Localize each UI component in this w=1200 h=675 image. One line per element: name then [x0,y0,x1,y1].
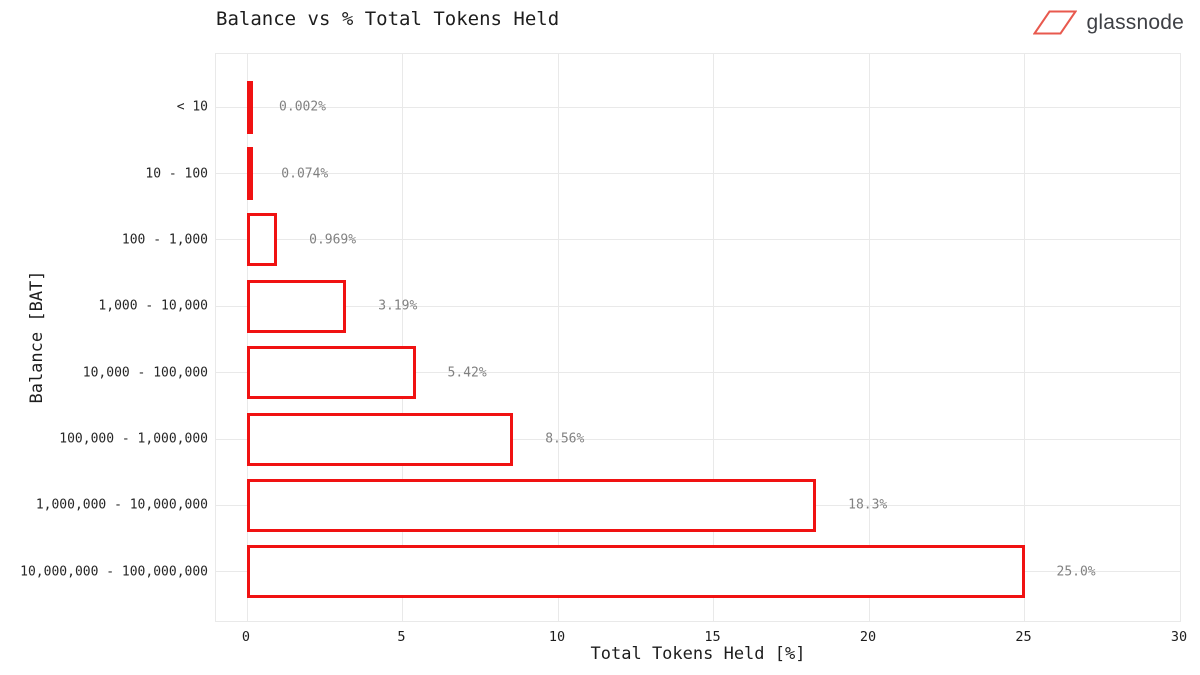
y-category-label: 10,000,000 - 100,000,000 [20,564,208,580]
x-tick-label: 30 [1170,629,1188,645]
h-gridline [216,106,1180,108]
v-gridline [713,54,714,621]
x-tick-label: 25 [1015,629,1032,645]
glassnode-parallelogram-icon [1033,10,1078,35]
y-category-label: 100,000 - 1,000,000 [59,431,208,447]
x-tick-label: 0 [241,629,251,645]
bar [247,147,253,201]
bar-value-label: 0.969% [309,232,357,248]
x-axis-tick-labels: 0 5 10 15 20 25 30 [215,622,1187,645]
bar [247,412,514,466]
glassnode-wordmark: glassnode [1086,10,1184,34]
v-gridline [1179,54,1181,621]
chart-title: Balance vs % Total Tokens Held [216,8,560,30]
bar-value-label: 8.56% [545,431,585,447]
y-category-label: 1,000,000 - 10,000,000 [35,497,208,513]
h-gridline [216,305,1180,307]
y-category-label: 1,000 - 10,000 [98,298,208,314]
h-gridline [216,438,1180,440]
x-axis-title: Total Tokens Held [%] [590,644,806,664]
bar [247,346,416,400]
plot-area: 0.002% 0.074% 0.969% 3.19% 5.42% 8.56% 18.3% 25… [215,53,1181,622]
bar-value-label: 25.0% [1056,564,1096,580]
y-axis-category-labels: < 10 10 - 100 100 - 1,000 1,000 - 10,000 10,… [0,53,215,622]
h-gridline [216,173,1180,175]
bar-value-label: 0.002% [279,99,327,115]
x-tick-label: 5 [397,629,406,645]
x-tick-label: 20 [859,629,877,645]
bar-value-label: 18.3% [848,497,888,513]
v-gridline [557,54,559,621]
glassnode-logo: glassnode [1033,9,1184,36]
v-gridline [402,54,403,621]
x-tick-label: 10 [548,629,566,645]
bar-value-label: 5.42% [447,365,487,381]
y-category-label: < 10 [176,99,208,115]
y-category-label: 10 - 100 [145,166,208,182]
bar [247,478,817,532]
v-gridline [1024,54,1025,621]
bar [247,545,1025,599]
h-gridline [216,372,1180,374]
v-gridline [868,54,870,621]
bar [247,213,278,267]
y-category-label: 10,000 - 100,000 [82,365,208,381]
v-gridline [246,54,248,621]
bar-value-label: 3.19% [378,298,418,314]
bar-value-label: 0.074% [281,166,329,182]
bar [247,80,253,134]
bar [247,279,347,333]
h-gridline [216,239,1180,241]
x-tick-label: 15 [704,629,721,645]
y-category-label: 100 - 1,000 [121,232,208,248]
